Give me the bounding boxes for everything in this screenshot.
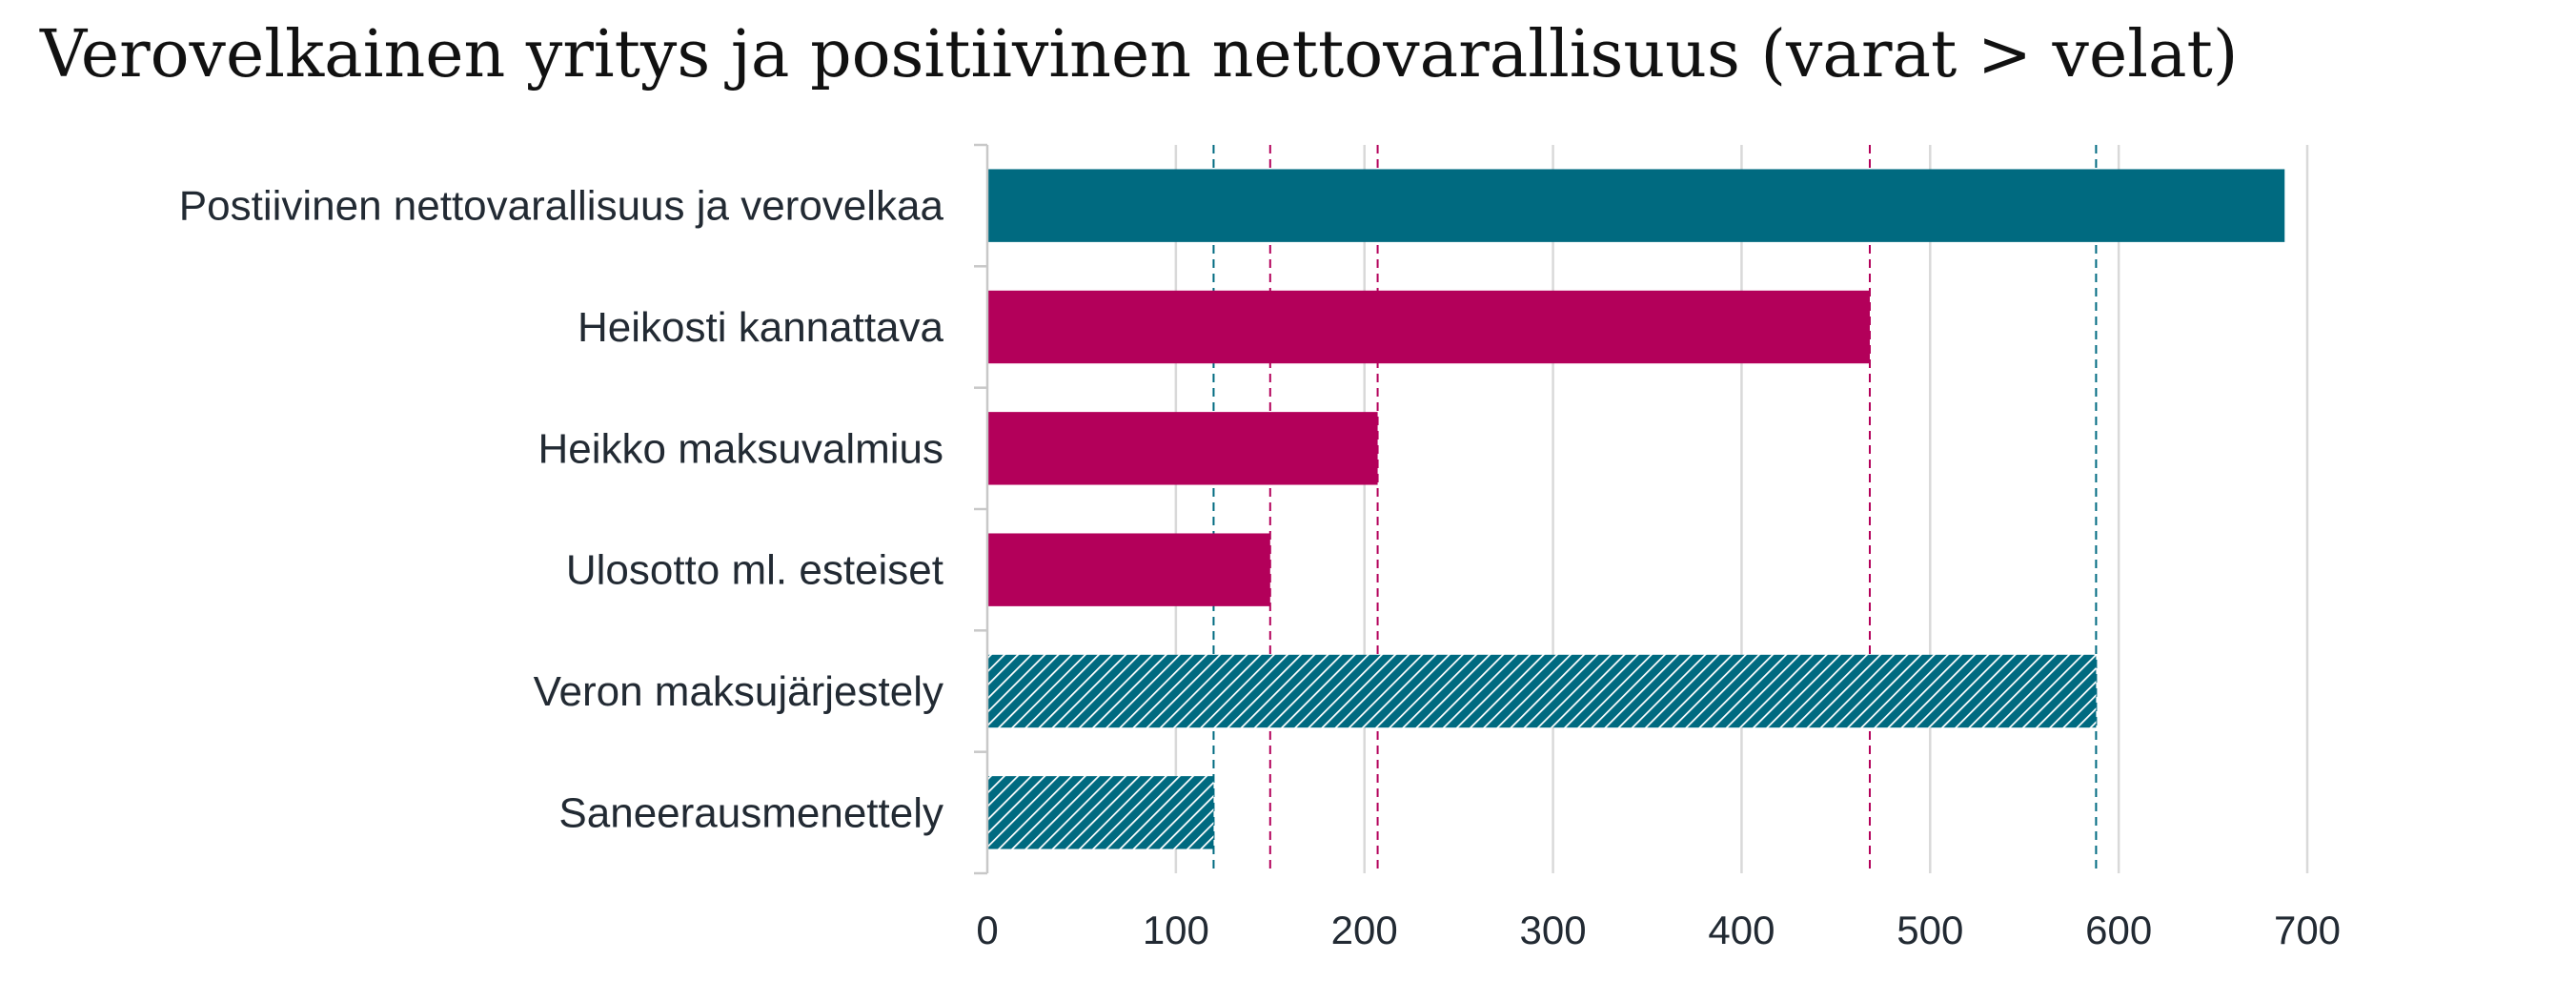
bar-1 — [987, 169, 2285, 242]
x-tick-label: 100 — [1143, 908, 1209, 952]
labels: 0 100 200 300 400 500 600 700 Postiivinen nettov… — [179, 183, 2341, 952]
x-tick-label: 700 — [2274, 908, 2341, 952]
bar-3 — [987, 412, 1378, 485]
x-tick-label: 0 — [976, 908, 998, 952]
category-label: Veron maksujärjestely — [534, 668, 943, 715]
category-label: Saneerausmenettely — [558, 789, 943, 836]
bar-6 — [987, 776, 1214, 849]
bar-4 — [987, 533, 1270, 606]
category-label: Postiivinen nettovarallisuus ja verovelk… — [179, 183, 944, 230]
category-label: Heikko maksuvalmius — [538, 425, 943, 472]
bar-5 — [987, 654, 2097, 728]
x-tick-label: 600 — [2085, 908, 2152, 952]
reference-lines — [1212, 145, 2098, 873]
x-tick-label: 500 — [1897, 908, 1963, 952]
gridlines — [1174, 145, 2309, 873]
x-tick-label: 300 — [1520, 908, 1587, 952]
x-tick-label: 200 — [1331, 908, 1398, 952]
chart-title: Verovelkainen yritys ja positiivinen net… — [40, 17, 2239, 92]
bars — [987, 169, 2285, 849]
bar-2 — [987, 290, 1870, 364]
x-tick-label: 400 — [1708, 908, 1775, 952]
category-label: Heikosti kannattava — [578, 304, 944, 351]
category-label: Ulosotto ml. esteiset — [566, 547, 943, 594]
axes — [974, 143, 989, 875]
